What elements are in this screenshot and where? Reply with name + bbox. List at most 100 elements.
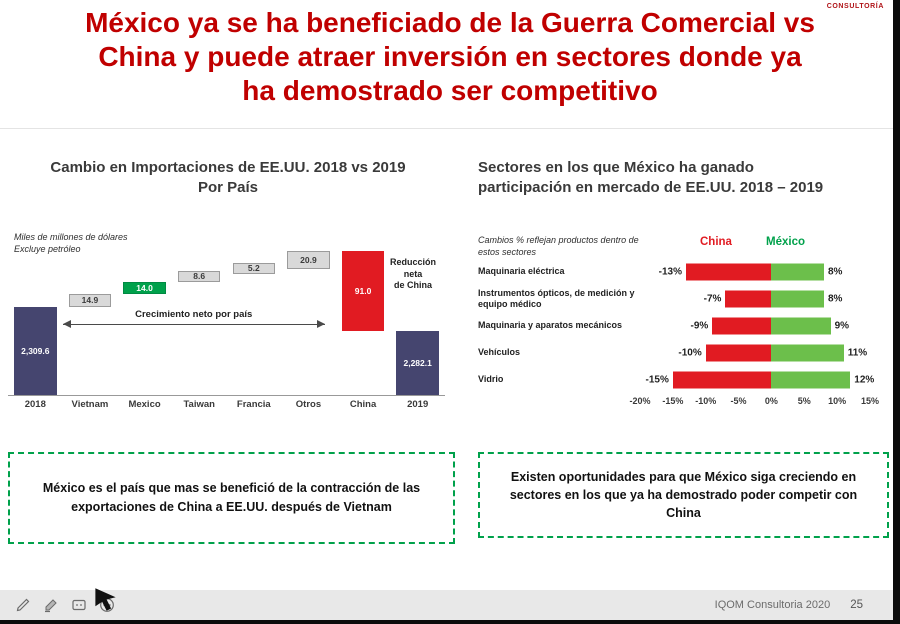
china-bar — [686, 263, 772, 280]
china-value-label: -10% — [678, 347, 702, 358]
arrowhead-left-icon — [62, 320, 71, 328]
mexico-value-label: 11% — [847, 347, 868, 358]
x-axis-tick: -5% — [730, 396, 747, 406]
net-growth-annotation: Crecimiento neto por país — [62, 309, 325, 328]
x-axis-label: 2018 — [24, 399, 46, 410]
category-label: Vehículos — [478, 347, 521, 358]
comment-icon[interactable] — [70, 596, 88, 614]
waterfall-column: 2,282.1 — [390, 245, 445, 395]
bar-zone: -15% 12% — [640, 366, 874, 393]
bar-value-label: 14.9 — [81, 295, 99, 306]
waterfall-bar-china: 91.0 — [341, 251, 385, 332]
bar-value-label: 8.6 — [193, 270, 206, 281]
left-chart-title: Cambio en Importaciones de EE.UU. 2018 v… — [50, 159, 406, 197]
callout-right: Existen oportunidades para que México si… — [478, 452, 889, 538]
callout-left: México es el país que mas se benefició d… — [8, 452, 455, 544]
waterfall-bar-taiwan: 8.6 — [177, 270, 221, 282]
bar-value-label: 91.0 — [354, 285, 372, 296]
tornado-row: Maquinaria eléctrica -13% 8% — [478, 258, 870, 285]
legend-china: China — [700, 236, 732, 248]
screen-edge-bottom — [0, 620, 900, 624]
legend-mexico: México — [766, 236, 805, 248]
mexico-value-label: 8% — [828, 293, 843, 304]
mexico-bar — [771, 371, 851, 388]
bar-zone: -7% 8% — [640, 285, 870, 312]
mexico-bar — [771, 344, 844, 361]
waterfall-column: 8.6 — [172, 245, 227, 395]
footer-credit: IQOM Consultoria 2020 — [714, 599, 831, 611]
cursor-arrow-icon — [92, 586, 119, 613]
china-bar — [712, 317, 772, 334]
bar-zone: -10% 11% — [640, 339, 870, 366]
mexico-bar — [771, 317, 831, 334]
china-reduction-annotation: Reducción neta de China — [389, 257, 436, 290]
highlighter-icon[interactable] — [42, 596, 60, 614]
mexico-value-label: 12% — [854, 374, 875, 385]
page-title: México ya se ha beneficiado de la Guerra… — [85, 7, 815, 107]
china-value-label: -15% — [645, 374, 669, 385]
x-axis-tick: 5% — [797, 396, 811, 406]
waterfall-bar-francia: 5.2 — [232, 263, 276, 275]
title-divider — [0, 128, 900, 129]
waterfall-bar-otros: 20.9 — [287, 251, 330, 270]
bar-value-label: 14.0 — [136, 282, 153, 293]
bar-value-label: 2,282.1 — [403, 357, 432, 368]
x-axis-label: China — [349, 399, 377, 410]
waterfall-column: 14.9 — [63, 245, 118, 395]
x-axis-tick: 10% — [828, 396, 847, 406]
page-number: 25 — [850, 599, 863, 611]
x-axis-label: Mexico — [128, 399, 161, 410]
bar-value-label: 20.9 — [300, 254, 317, 265]
x-axis-label: Francia — [236, 399, 271, 410]
tornado-rows: Maquinaria eléctrica -13% 8% Instrumentos ó… — [478, 258, 874, 393]
category-label: Vidrio — [478, 374, 504, 385]
china-value-label: -13% — [658, 266, 682, 277]
waterfall-column: 2,309.6 — [8, 245, 63, 395]
tornado-row: Instrumentos ópticos, de medición y equi… — [478, 285, 870, 312]
waterfall-column: 20.9 — [281, 245, 336, 395]
arrowhead-right-icon — [316, 320, 325, 328]
x-axis-label: Vietnam — [71, 399, 109, 410]
tornado-row: Maquinaria y aparatos mecánicos -9% 9% — [478, 312, 870, 339]
china-bar — [705, 344, 772, 361]
pen-icon[interactable] — [14, 596, 32, 614]
waterfall-xlabels: 2018 Vietnam Mexico Taiwan Francia Otros China… — [8, 399, 445, 410]
china-value-label: -7% — [703, 293, 722, 304]
waterfall-bar-mexico: 14.0 — [123, 281, 166, 294]
category-label: Maquinaria eléctrica — [478, 266, 565, 277]
bar-value-label: 5.2 — [247, 263, 260, 274]
x-axis-tick: 0% — [764, 396, 778, 406]
category-label: Maquinaria y aparatos mecánicos — [478, 320, 623, 331]
bar-zone: -9% 9% — [640, 312, 870, 339]
bar-value-label: 2,309.6 — [21, 345, 50, 356]
waterfall-plot: Crecimiento neto por país Reducción neta… — [8, 245, 445, 396]
x-axis-tick: -15% — [662, 396, 684, 406]
left-chart-note: Miles de millones de dólares Excluye pet… — [14, 232, 128, 255]
x-axis-label: Taiwan — [183, 399, 215, 410]
x-axis-tick: -10% — [695, 396, 717, 406]
mexico-value-label: 8% — [828, 266, 843, 277]
bar-zone: -13% 8% — [640, 258, 870, 285]
tornado-axis: -20% -15% -10% -5% 0% 5% 10% 15% — [629, 396, 879, 408]
waterfall-column: 5.2 — [227, 245, 282, 395]
x-axis-label: 2019 — [407, 399, 429, 410]
tornado-row: Vehículos -10% 11% — [478, 339, 870, 366]
x-axis-tick: -20% — [629, 396, 651, 406]
waterfall-column: 91.0 — [336, 245, 391, 395]
mexico-bar — [771, 263, 824, 280]
mexico-bar — [771, 290, 824, 307]
waterfall-bar-2018: 2,309.6 — [14, 307, 57, 395]
x-axis-label: Otros — [295, 399, 322, 410]
right-chart-note: Cambios % reflejan productos dentro de e… — [478, 235, 639, 258]
waterfall-bar-vietnam: 14.9 — [68, 293, 112, 308]
consultoria-logo-text: CONSULTORÍA — [826, 3, 884, 10]
china-bar — [672, 371, 772, 388]
x-axis-tick: 15% — [860, 396, 880, 406]
screen-edge-right — [893, 0, 900, 624]
waterfall-column: 14.0 — [117, 245, 172, 395]
tornado-row: Vidrio -15% 12% — [478, 366, 874, 393]
mexico-value-label: 9% — [834, 320, 850, 331]
annotation-toolbar: IQOM Consultoria 2020 25 — [0, 590, 893, 620]
right-chart-title: Sectores en los que México ha ganado par… — [478, 159, 824, 197]
